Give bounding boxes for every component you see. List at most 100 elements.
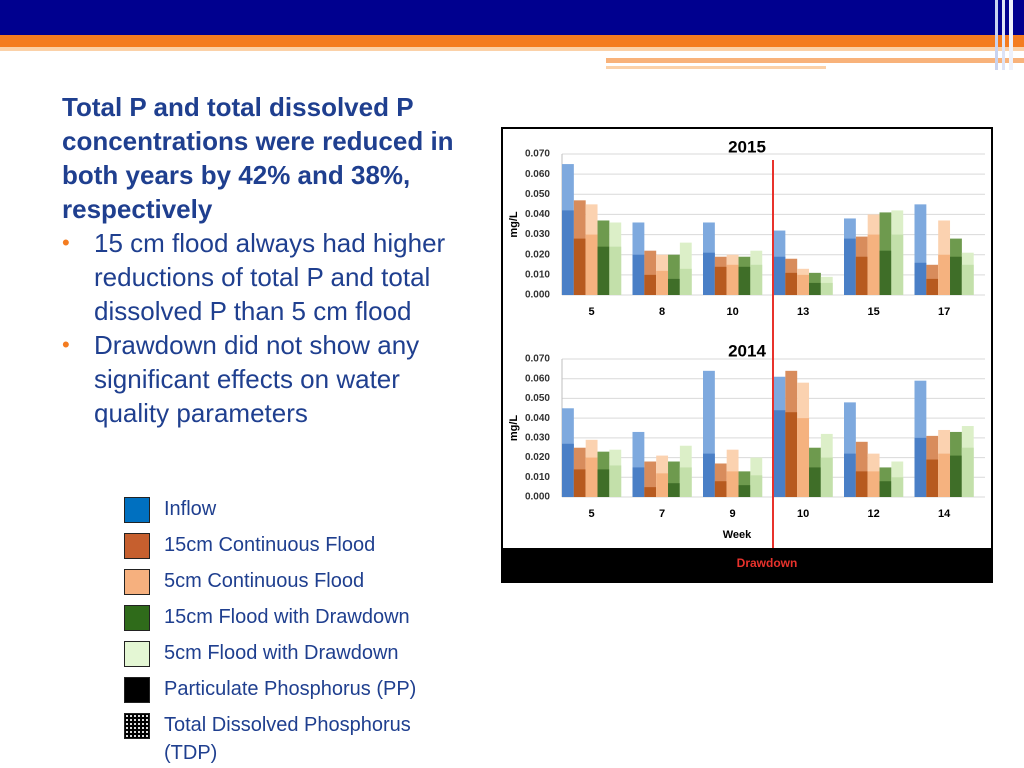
bar-dissolved-p (879, 481, 892, 497)
legend-swatch (124, 533, 150, 559)
bar-dissolved-p (679, 467, 692, 497)
bar-dissolved-p (668, 278, 680, 295)
x-tick-label: 17 (938, 306, 950, 318)
bar-total-p (750, 250, 763, 295)
bar-total-p (891, 210, 904, 295)
bar-total-p (585, 439, 598, 497)
bar-dissolved-p (879, 250, 892, 295)
y-tick-label: 0.050 (525, 393, 550, 404)
bar-dissolved-p (562, 443, 574, 497)
bar-total-p (738, 471, 751, 497)
legend-label: 5cm Flood with Drawdown (164, 642, 399, 664)
bar-total-p (679, 445, 692, 497)
bar-total-p (609, 449, 622, 497)
bar-dissolved-p (891, 234, 904, 295)
bar-total-p (656, 254, 669, 295)
y-tick-label: 0.070 (525, 149, 550, 160)
bar-total-p (773, 376, 786, 497)
y-axis-label: mg/L (508, 211, 520, 238)
bar-dissolved-p (562, 210, 574, 295)
x-tick-label: 10 (797, 508, 809, 520)
legend-label: 5cm Continuous Flood (164, 570, 365, 592)
bar-total-p (950, 431, 962, 497)
y-tick-label: 0.010 (525, 472, 550, 483)
bar-total-p (773, 230, 786, 295)
bar-total-p (809, 272, 821, 295)
bar-total-p (879, 212, 892, 295)
bar-dissolved-p (644, 274, 657, 295)
bar-dissolved-p (891, 477, 904, 497)
y-tick-label: 0.040 (525, 209, 550, 220)
bar-dissolved-p (950, 455, 962, 497)
legend-swatch (124, 605, 150, 631)
bar-total-p (644, 250, 657, 295)
bar-dissolved-p (573, 469, 586, 497)
bullet-list: 15 cm flood always had higher reductions… (62, 226, 462, 430)
bar-total-p (632, 431, 645, 497)
y-tick-label: 0.010 (525, 269, 550, 280)
bar-total-p (726, 449, 739, 497)
bar-dissolved-p (797, 274, 810, 295)
bar-dissolved-p (750, 264, 763, 295)
legend-swatch (124, 641, 150, 667)
bar-dissolved-p (809, 467, 821, 497)
bar-total-p (738, 256, 751, 295)
bar-dissolved-p (632, 254, 645, 295)
bar-dissolved-p (785, 272, 798, 295)
chart-title: 2015 (728, 137, 766, 156)
y-tick-label: 0.020 (525, 452, 550, 463)
legend-label: 15cm Continuous Flood (164, 534, 376, 556)
bar-dissolved-p (738, 485, 751, 497)
bar-total-p (820, 433, 833, 497)
bar-total-p (855, 236, 868, 295)
bar-total-p (797, 382, 810, 497)
bar-dissolved-p (703, 252, 715, 295)
bar-total-p (950, 238, 962, 295)
bar-dissolved-p (785, 412, 798, 497)
bar-dissolved-p (844, 238, 856, 295)
bullet: Drawdown did not show any significant ef… (62, 328, 462, 430)
bar-dissolved-p (867, 234, 880, 295)
bar-dissolved-p (597, 246, 610, 295)
bar-total-p (879, 467, 892, 497)
bar-dissolved-p (632, 467, 645, 497)
bar-dissolved-p (773, 256, 786, 295)
bar-total-p (668, 461, 680, 497)
bar-total-p (714, 463, 727, 497)
bar-dissolved-p (597, 469, 610, 497)
bar-dissolved-p (644, 487, 657, 497)
bar-total-p (609, 222, 622, 295)
bar-dissolved-p (914, 437, 927, 497)
x-tick-label: 12 (867, 508, 879, 520)
bar-total-p (562, 408, 574, 497)
bar-total-p (926, 264, 939, 295)
bar-dissolved-p (797, 418, 810, 497)
y-tick-label: 0.060 (525, 169, 550, 180)
bar-dissolved-p (738, 266, 751, 295)
y-tick-label: 0.030 (525, 229, 550, 240)
bar-total-p (844, 402, 856, 497)
legend-label: Particulate Phosphorus (PP) (164, 678, 417, 700)
legend-label: 15cm Flood with Drawdown (164, 606, 410, 628)
bar-total-p (855, 441, 868, 497)
y-axis-label: mg/L (508, 415, 520, 442)
bar-total-p (573, 447, 586, 497)
bar-total-p (914, 380, 927, 497)
x-axis-label: Week (723, 529, 752, 541)
bullet: 15 cm flood always had higher reductions… (62, 226, 462, 328)
bar-dissolved-p (668, 483, 680, 497)
bar-dissolved-p (714, 481, 727, 497)
x-tick-label: 7 (659, 508, 665, 520)
bar-dissolved-p (585, 234, 598, 295)
legend-label: Total Dissolved Phosphorus (TDP) (164, 714, 411, 764)
bar-dissolved-p (961, 447, 974, 497)
legend-swatch (124, 497, 150, 523)
legend-swatch (124, 677, 150, 703)
bar-total-p (785, 258, 798, 295)
x-tick-label: 15 (867, 306, 879, 318)
bar-total-p (820, 276, 833, 295)
bar-dissolved-p (726, 471, 739, 497)
bar-dissolved-p (609, 465, 622, 497)
bar-total-p (914, 204, 927, 295)
